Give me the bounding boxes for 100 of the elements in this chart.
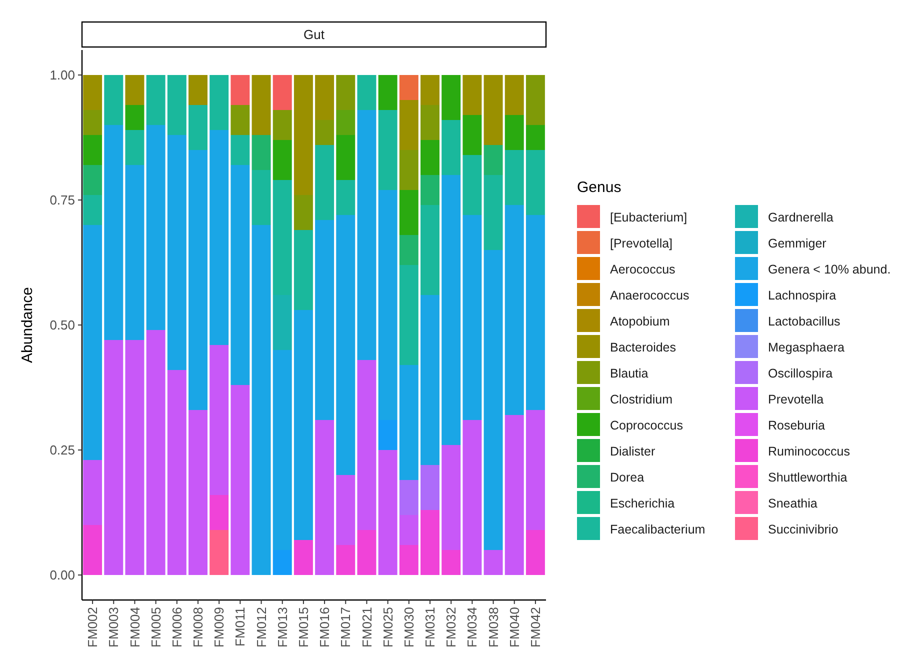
bar — [294, 230, 313, 310]
bar — [420, 140, 440, 175]
bar — [484, 250, 503, 550]
legend-label: Bacteroides — [610, 340, 676, 354]
bar — [210, 130, 229, 345]
x-tick-label: FM032 — [444, 607, 459, 648]
bar — [252, 135, 271, 170]
bar — [188, 105, 208, 150]
bar — [315, 120, 334, 145]
bar — [272, 110, 292, 140]
bar — [167, 370, 186, 575]
bar — [484, 175, 503, 250]
legend-label: Lactobacillus — [768, 314, 840, 328]
bar — [230, 385, 250, 575]
bar — [378, 110, 398, 190]
bar — [315, 145, 334, 220]
bar — [462, 215, 482, 420]
x-tick-label: FM021 — [359, 607, 374, 648]
x-tick-label: FM013 — [274, 607, 290, 648]
bar — [357, 110, 376, 360]
legend-label: Faecalibacterium — [610, 522, 706, 536]
bar — [399, 100, 418, 150]
bar — [484, 75, 503, 145]
bar — [399, 265, 418, 365]
y-tick-label: 0.00 — [50, 568, 75, 583]
bar — [315, 420, 334, 575]
legend-label: Roseburia — [768, 418, 826, 432]
bar — [104, 125, 124, 340]
legend-label: Dialister — [610, 444, 656, 458]
legend-title: Genus — [577, 179, 622, 196]
bar — [399, 515, 418, 545]
bar — [526, 125, 545, 150]
bar — [83, 165, 102, 195]
bar — [399, 150, 418, 190]
bar — [504, 415, 524, 575]
bar — [125, 75, 144, 105]
x-tick-label: FM004 — [127, 607, 142, 648]
x-tick-label: FM009 — [212, 607, 227, 648]
bar — [272, 350, 292, 550]
x-tick-label: FM015 — [296, 607, 312, 648]
y-tick-label: 0.50 — [50, 318, 75, 333]
legend-label: Shuttleworthia — [768, 470, 848, 484]
bar — [83, 135, 102, 165]
bar — [210, 530, 229, 575]
x-tick-label: FM025 — [380, 607, 396, 648]
bar — [188, 75, 208, 105]
legend-label: Escherichia — [610, 496, 675, 510]
bar — [125, 130, 144, 165]
x-tick-label: FM042 — [528, 607, 544, 648]
bar — [484, 145, 503, 175]
bar — [230, 165, 250, 385]
legend-label: Atopobium — [610, 314, 670, 328]
bar — [378, 420, 398, 450]
bar — [526, 410, 545, 530]
legend-label: Blautia — [610, 366, 648, 380]
y-tick-label: 1.00 — [50, 68, 75, 83]
bar — [420, 295, 440, 465]
x-tick-label: FM005 — [148, 607, 164, 648]
bar — [336, 75, 356, 110]
bar — [252, 225, 271, 575]
bar — [462, 115, 482, 155]
bar — [504, 75, 524, 115]
bar — [188, 150, 208, 410]
legend-label: Anaerococcus — [610, 288, 690, 302]
bar — [272, 75, 292, 110]
bar — [336, 110, 356, 135]
x-tick-label: FM011 — [232, 607, 248, 646]
bar — [442, 445, 461, 550]
legend-label: Dorea — [610, 470, 644, 484]
bar — [399, 75, 418, 100]
bar — [294, 195, 313, 230]
legend-label: Succinivibrio — [768, 522, 838, 536]
bar — [399, 545, 418, 575]
bar — [83, 195, 102, 225]
legend-label: Clostridium — [610, 392, 673, 406]
bar — [230, 135, 250, 165]
legend-label: Oscillospira — [768, 366, 833, 380]
bar — [378, 75, 398, 110]
x-tick-label: FM006 — [169, 607, 184, 648]
bar — [526, 215, 545, 410]
x-tick-label: FM017 — [338, 607, 354, 648]
bar — [378, 190, 398, 420]
bar — [294, 75, 313, 195]
bar — [336, 475, 356, 545]
x-tick-label: FM040 — [506, 607, 522, 648]
x-tick-label: FM016 — [317, 607, 332, 648]
x-tick-label: FM008 — [190, 607, 206, 648]
legend-label: [Prevotella] — [610, 236, 673, 250]
bar — [336, 215, 356, 475]
bar — [125, 105, 144, 130]
legend-label: Gardnerella — [768, 210, 834, 224]
x-tick-label: FM030 — [401, 607, 416, 648]
legend-label: Aerococcus — [610, 262, 676, 276]
bar — [252, 75, 271, 135]
bar — [83, 225, 102, 460]
bar — [104, 340, 124, 575]
bar — [442, 75, 461, 120]
legend-label: Sneathia — [768, 496, 818, 510]
bar — [210, 495, 229, 530]
y-axis-title: Abundance — [19, 287, 36, 363]
